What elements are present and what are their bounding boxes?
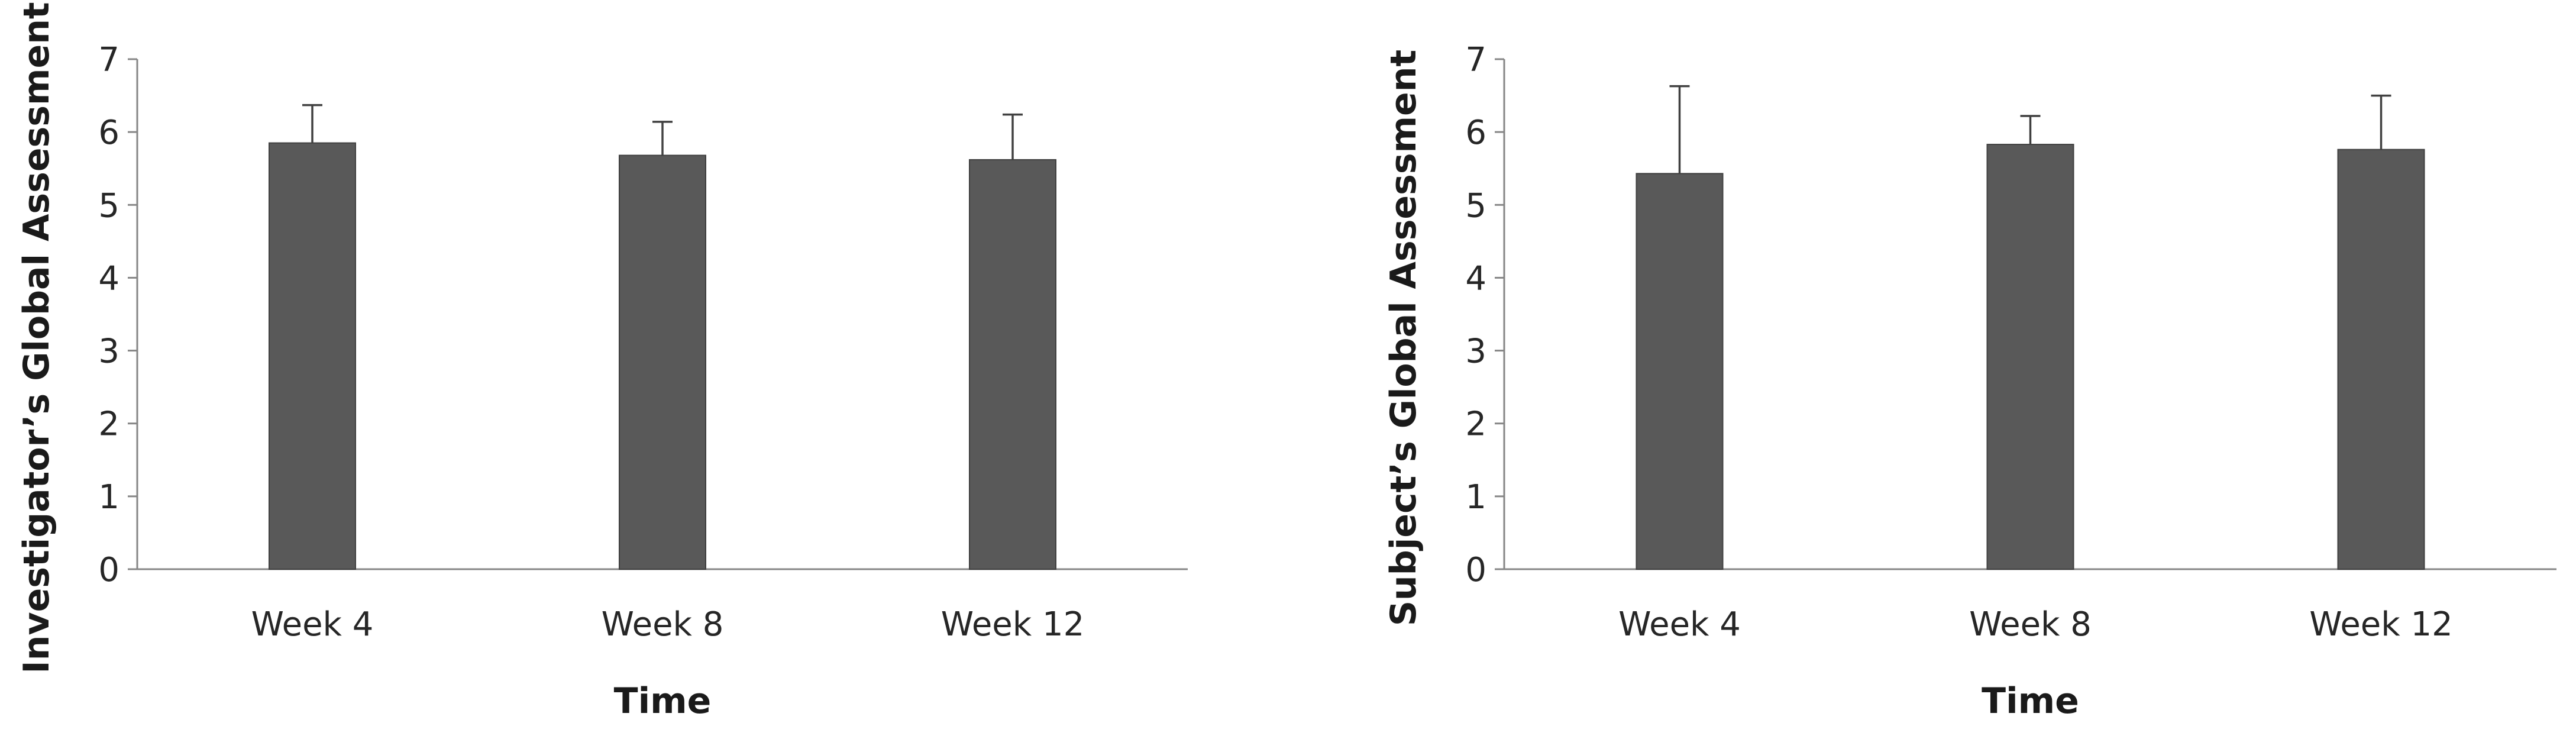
bar-week-8 (619, 154, 706, 570)
y-tick-label: 0 (1465, 551, 1486, 589)
y-tick-label: 3 (98, 333, 119, 371)
x-tick-label: Week 12 (941, 605, 1084, 644)
x-tick-label: Week 12 (2309, 605, 2452, 644)
y-axis-title: Investigator’s Global Assessment (16, 2, 57, 673)
x-axis-title: Time (614, 680, 712, 722)
x-tick-label: Week 4 (251, 605, 374, 644)
x-tick-label: Week 8 (1969, 605, 2092, 644)
chart-1: 0 1 2 3 4 5 6 7 Week 4 Week 8 Week 12 Time Investiga… (16, 2, 1188, 722)
x-tick-label: Week 4 (1618, 605, 1741, 644)
bar-week-4 (269, 142, 356, 570)
bar-week-12 (969, 159, 1056, 570)
y-tick-label: 1 (1465, 478, 1486, 517)
y-tick-label: 4 (98, 259, 119, 298)
bar-week-12 (2337, 149, 2425, 570)
y-tick-label: 7 (1465, 41, 1486, 79)
x-axis-title: Time (1982, 680, 2079, 722)
y-tick-label: 0 (98, 551, 119, 589)
y-axis-title: Subject’s Global Assessment (1383, 50, 1424, 626)
x-tick-label: Week 8 (602, 605, 724, 644)
y-tick-label: 1 (98, 478, 119, 517)
y-tick-label: 6 (98, 114, 119, 152)
y-tick-label: 5 (98, 186, 119, 225)
y-tick-label: 7 (98, 41, 119, 79)
y-tick-label: 5 (1465, 186, 1486, 225)
y-tick-label: 4 (1465, 259, 1486, 298)
y-tick-label: 2 (98, 405, 119, 444)
y-tick-label: 2 (1465, 405, 1486, 444)
bar-week-8 (1986, 144, 2074, 570)
bar-week-4 (1636, 173, 1724, 570)
y-tick-label: 6 (1465, 114, 1486, 152)
chart-2: 0 1 2 3 4 5 6 7 Week 4 Week 8 Week 12 Time Subject’s… (1383, 41, 2556, 722)
y-tick-label: 3 (1465, 333, 1486, 371)
